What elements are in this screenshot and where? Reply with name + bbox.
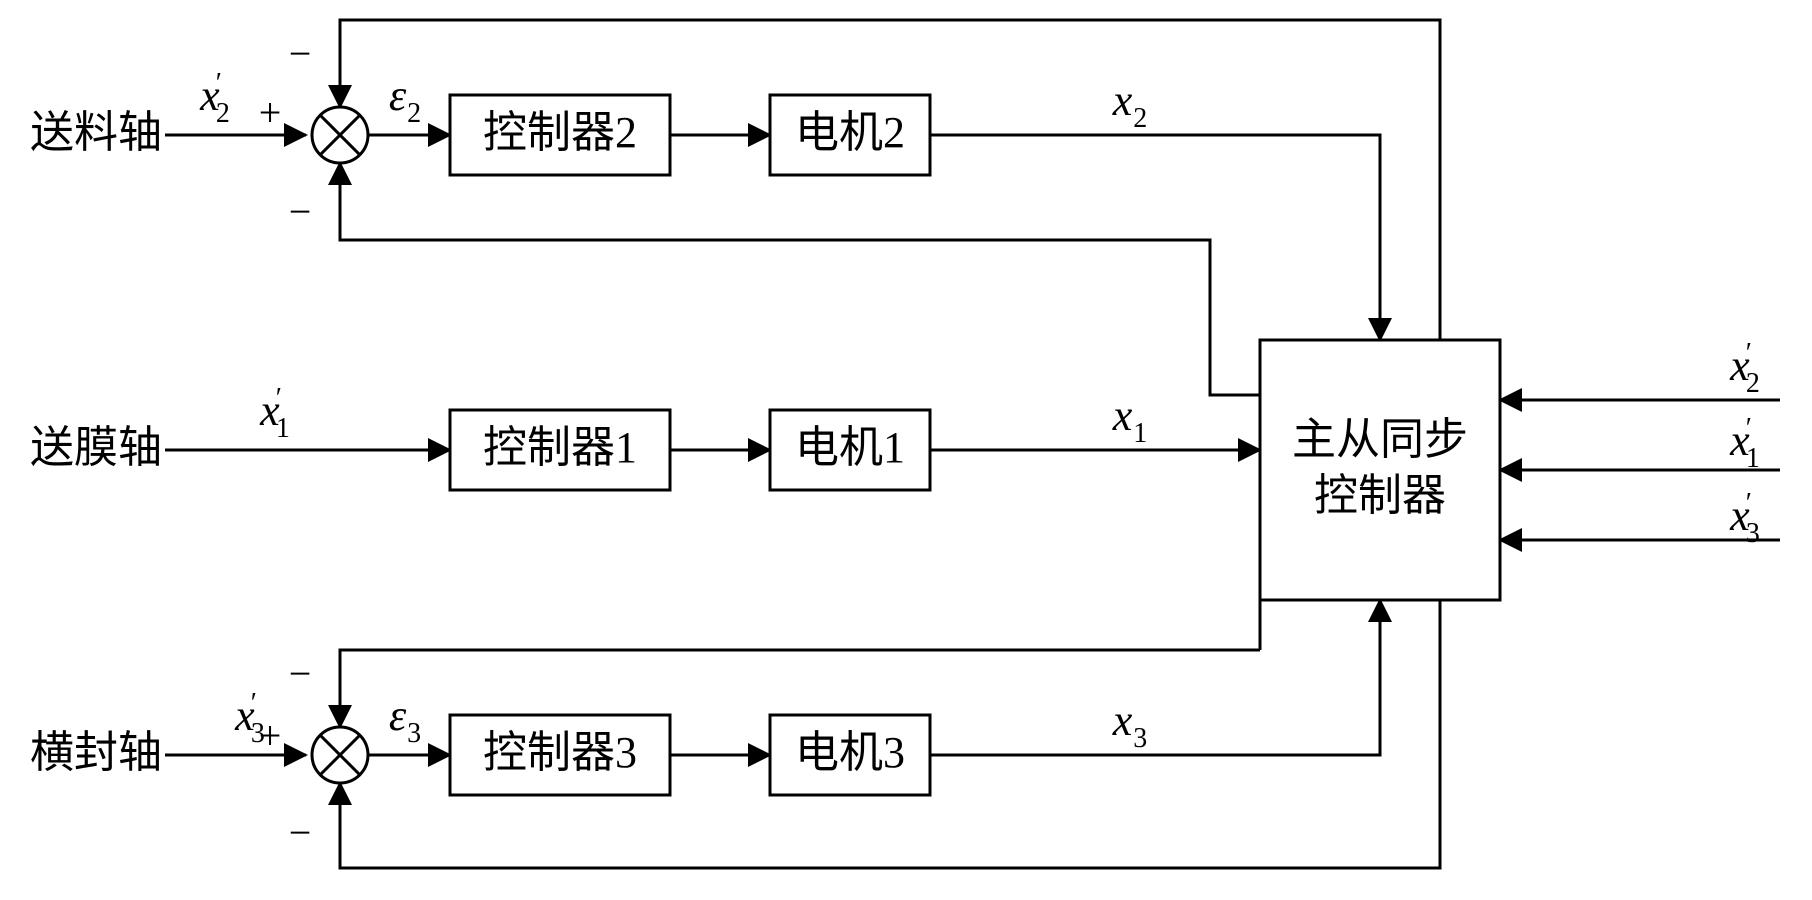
block-label: 控制器1 — [483, 423, 637, 472]
block-label: 控制器2 — [483, 108, 637, 157]
block-label: 电机3 — [795, 728, 905, 777]
signal-label: x3 — [1112, 696, 1148, 754]
signal-label: x′3 — [1729, 488, 1760, 549]
signal-label: x′1 — [259, 383, 290, 444]
signal-label: x′1 — [1729, 413, 1760, 474]
sign-label: − — [289, 651, 312, 696]
block-diagram: 控制器2 电机2 控制器1 电机1 控制器3 电机3 主从同步控制器 送料轴送膜轴横封轴 x′2… — [0, 0, 1812, 900]
sign-label: + — [259, 713, 282, 758]
sign-label: − — [289, 810, 312, 855]
signal-label: x′2 — [199, 68, 230, 129]
block-label: 电机1 — [795, 423, 905, 472]
block-label: 主从同步 — [1292, 415, 1468, 464]
signal-label: x1 — [1112, 391, 1148, 449]
signal-label: x2 — [1112, 76, 1148, 134]
sign-label: + — [259, 90, 282, 135]
signal-wire — [930, 600, 1380, 755]
sign-label: − — [289, 189, 312, 234]
signal-wire — [930, 135, 1380, 340]
block-label: 电机2 — [795, 108, 905, 157]
signal-label: ε3 — [389, 691, 421, 749]
sign-label: − — [289, 31, 312, 76]
block-label: 控制器3 — [483, 728, 637, 777]
signal-label: ε2 — [389, 71, 421, 129]
signal-wire — [340, 163, 1260, 395]
block-label: 控制器 — [1314, 471, 1446, 520]
source-label: 送料轴 — [30, 108, 162, 157]
signal-label: x′2 — [1729, 338, 1760, 399]
signal-wire — [340, 20, 1440, 340]
source-label: 送膜轴 — [30, 423, 162, 472]
block-sync — [1260, 340, 1500, 600]
source-label: 横封轴 — [30, 728, 162, 777]
